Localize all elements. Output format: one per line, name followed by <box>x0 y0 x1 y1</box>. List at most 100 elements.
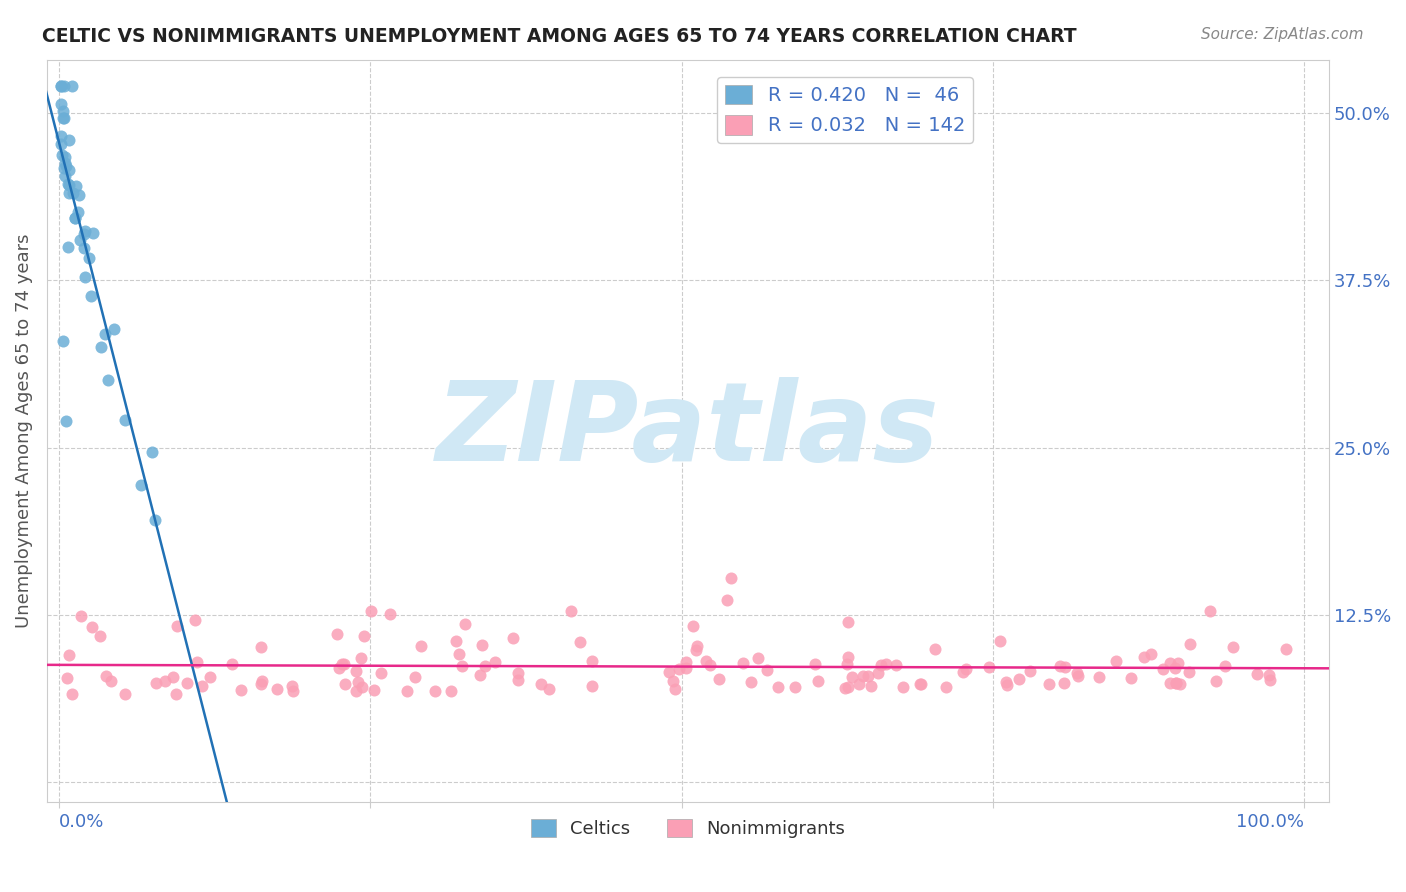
Point <box>166 619 188 633</box>
Point <box>1222 640 1244 654</box>
Point <box>454 616 477 631</box>
Point <box>988 634 1011 648</box>
Point <box>89 628 111 642</box>
Point <box>423 684 446 698</box>
Point <box>58 132 80 146</box>
Point <box>62 186 84 201</box>
Point <box>995 674 1018 689</box>
Point <box>162 670 184 684</box>
Point <box>766 680 789 694</box>
Point <box>56 671 79 685</box>
Point <box>868 666 890 681</box>
Point <box>333 657 356 671</box>
Point <box>1105 654 1128 668</box>
Point <box>852 668 875 682</box>
Point <box>51 129 73 144</box>
Point <box>924 642 946 657</box>
Point <box>60 79 83 94</box>
Point <box>67 187 90 202</box>
Point <box>471 638 494 652</box>
Point <box>581 679 603 693</box>
Point <box>404 670 426 684</box>
Point <box>686 639 709 653</box>
Point <box>837 615 859 629</box>
Point <box>56 240 79 254</box>
Point <box>55 159 77 173</box>
Point <box>952 665 974 679</box>
Point <box>682 619 704 633</box>
Point <box>449 647 471 661</box>
Text: ZIPatlas: ZIPatlas <box>436 377 939 484</box>
Point <box>97 373 120 387</box>
Point <box>250 677 273 691</box>
Point <box>837 681 859 695</box>
Point <box>53 79 76 94</box>
Point <box>1159 656 1181 670</box>
Point <box>93 327 115 342</box>
Point <box>52 334 75 348</box>
Point <box>662 673 685 688</box>
Point <box>568 635 591 649</box>
Point <box>51 148 73 162</box>
Point <box>96 669 118 683</box>
Point <box>229 683 252 698</box>
Point <box>350 651 373 665</box>
Point <box>143 513 166 527</box>
Point <box>1205 673 1227 688</box>
Point <box>1119 671 1142 685</box>
Point <box>250 674 273 689</box>
Point <box>1213 659 1236 673</box>
Point <box>190 679 212 693</box>
Point <box>1199 604 1222 618</box>
Point <box>891 681 914 695</box>
Point <box>103 322 125 336</box>
Point <box>90 340 112 354</box>
Point <box>1167 656 1189 670</box>
Point <box>73 241 96 255</box>
Point <box>186 655 208 669</box>
Point <box>141 445 163 459</box>
Point <box>1054 660 1077 674</box>
Point <box>198 670 221 684</box>
Point <box>560 604 582 618</box>
Point <box>73 227 96 242</box>
Point <box>668 662 690 676</box>
Point <box>63 211 86 225</box>
Point <box>1246 666 1268 681</box>
Point <box>884 657 907 672</box>
Point <box>65 178 87 193</box>
Point <box>165 687 187 701</box>
Point <box>49 79 72 94</box>
Point <box>658 665 681 680</box>
Text: Source: ZipAtlas.com: Source: ZipAtlas.com <box>1201 27 1364 42</box>
Point <box>695 653 717 667</box>
Point <box>58 648 80 663</box>
Point <box>1019 665 1042 679</box>
Point <box>506 665 529 680</box>
Point <box>82 620 104 634</box>
Point <box>675 655 697 669</box>
Point <box>266 681 288 696</box>
Point <box>538 682 561 697</box>
Point <box>841 670 863 684</box>
Point <box>70 608 93 623</box>
Point <box>740 675 762 690</box>
Point <box>52 111 75 125</box>
Point <box>1163 661 1185 675</box>
Point <box>1258 673 1281 687</box>
Point <box>807 673 830 688</box>
Point <box>707 672 730 686</box>
Point <box>685 642 707 657</box>
Point <box>955 662 977 676</box>
Point <box>470 668 492 682</box>
Point <box>1178 637 1201 651</box>
Point <box>675 661 697 675</box>
Point <box>67 205 90 219</box>
Point <box>875 657 897 672</box>
Point <box>440 684 463 698</box>
Text: CELTIC VS NONIMMIGRANTS UNEMPLOYMENT AMONG AGES 65 TO 74 YEARS CORRELATION CHART: CELTIC VS NONIMMIGRANTS UNEMPLOYMENT AMO… <box>42 27 1077 45</box>
Point <box>56 178 79 192</box>
Point <box>803 657 825 672</box>
Point <box>325 627 347 641</box>
Point <box>281 683 304 698</box>
